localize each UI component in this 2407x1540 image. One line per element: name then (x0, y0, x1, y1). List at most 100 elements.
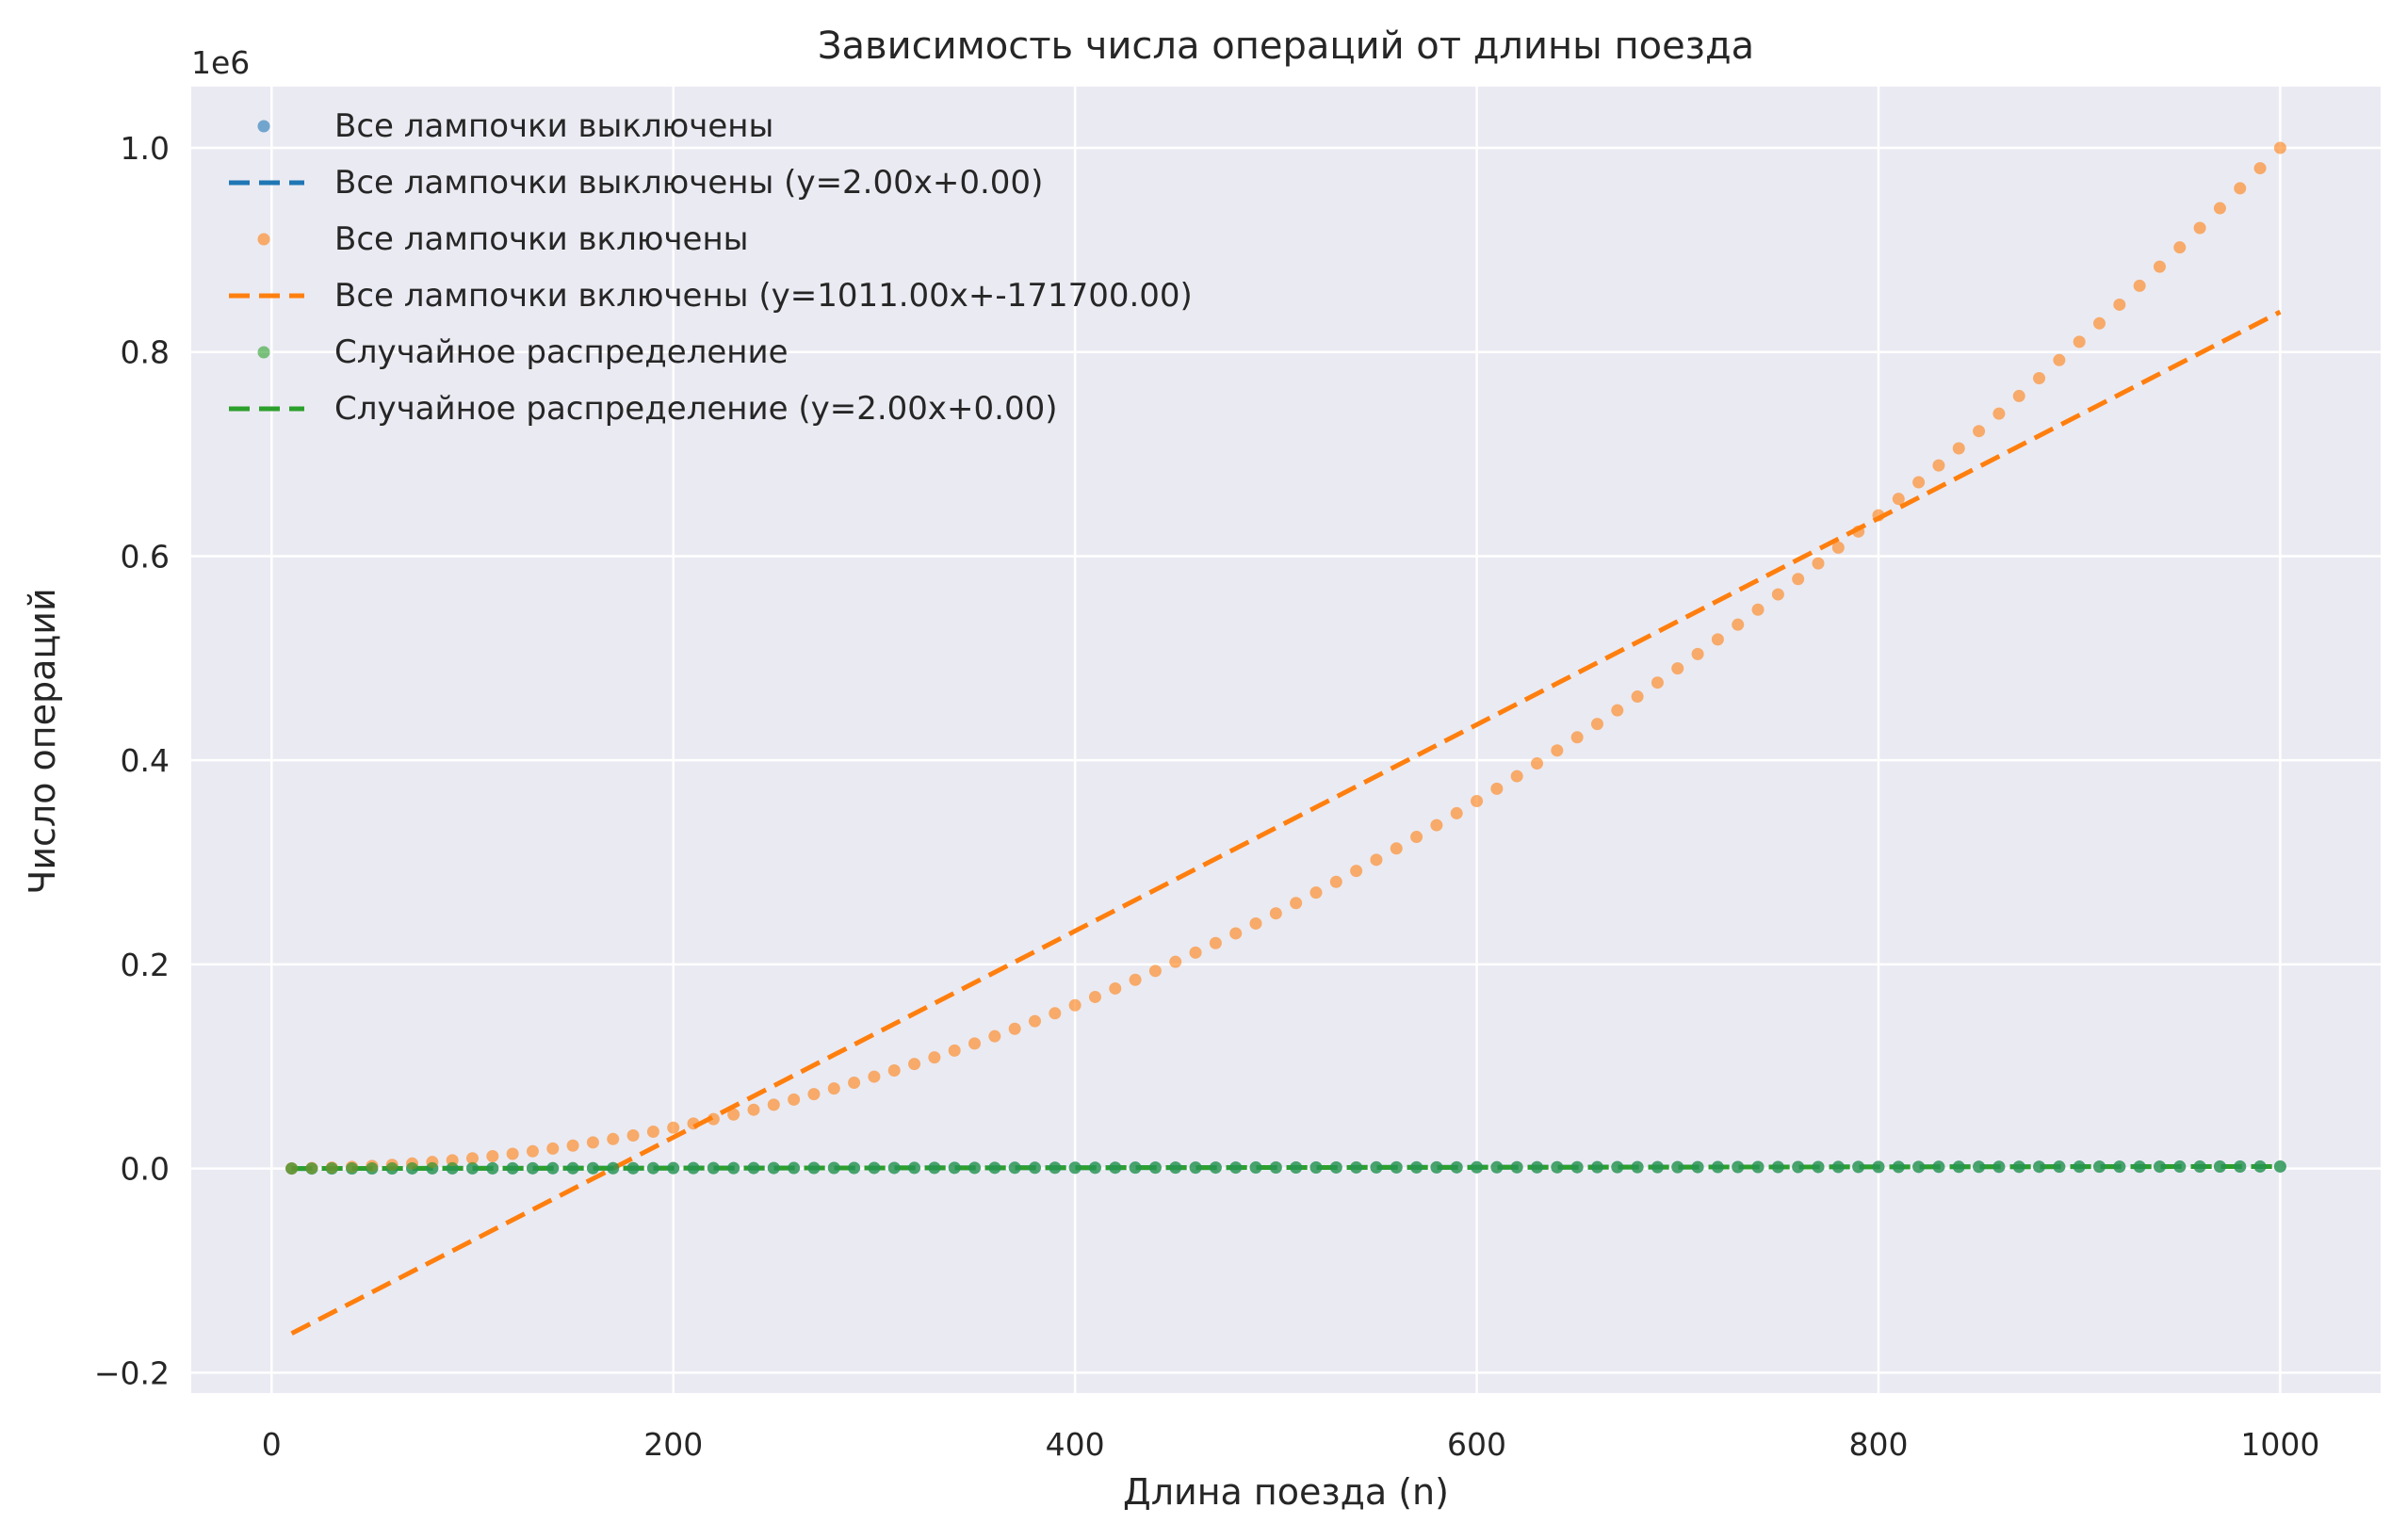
point-random (747, 1161, 760, 1175)
point-random (1269, 1161, 1282, 1175)
point-all-on (1229, 927, 1243, 940)
point-all-on (1611, 704, 1624, 717)
point-all-on (928, 1051, 941, 1064)
legend-label: Все лампочки выключены (334, 107, 773, 145)
point-all-on (1370, 853, 1383, 867)
point-all-on (2153, 260, 2166, 273)
point-random (346, 1162, 359, 1175)
point-random (1430, 1160, 1443, 1174)
point-random (827, 1161, 840, 1175)
point-random (1370, 1160, 1383, 1174)
point-random (426, 1161, 439, 1175)
point-random (667, 1161, 680, 1175)
point-all-on (1831, 541, 1845, 554)
point-all-on (767, 1098, 780, 1111)
point-random (2234, 1159, 2247, 1173)
point-random (1992, 1160, 2006, 1174)
legend-label: Случайное распределение (y=2.00x+0.00) (334, 390, 1058, 428)
y-tick-label: 1.0 (121, 130, 170, 167)
point-all-on (687, 1117, 700, 1130)
point-all-on (465, 1152, 479, 1165)
point-random (1732, 1160, 1745, 1174)
point-random (727, 1161, 740, 1175)
point-all-on (526, 1144, 539, 1158)
point-all-on (1932, 459, 1945, 472)
point-random (2153, 1160, 2166, 1174)
point-all-on (2273, 141, 2286, 154)
plot-area (191, 87, 2381, 1393)
point-all-on (1732, 618, 1745, 631)
point-all-on (1309, 886, 1323, 900)
point-all-on (1973, 425, 1986, 438)
point-random (2033, 1160, 2046, 1174)
point-all-on (2113, 298, 2126, 311)
point-random (948, 1161, 961, 1175)
point-random (1249, 1161, 1262, 1175)
point-random (2073, 1160, 2086, 1174)
y-tick-label: −0.2 (94, 1354, 170, 1391)
point-random (646, 1161, 659, 1175)
point-all-on (626, 1129, 640, 1143)
point-all-on (566, 1139, 579, 1152)
point-random (1973, 1160, 1986, 1174)
point-all-on (546, 1142, 560, 1155)
point-random (607, 1161, 620, 1175)
point-all-on (1590, 718, 1603, 731)
y-tick-label: 0.2 (121, 947, 170, 983)
point-random (1631, 1160, 1644, 1174)
point-all-on (1912, 476, 1926, 489)
point-random (566, 1161, 579, 1175)
point-all-on (968, 1037, 982, 1050)
y-tick-label: 0.6 (121, 538, 170, 575)
point-random (988, 1161, 1001, 1175)
point-all-on (1148, 965, 1162, 978)
point-random (1531, 1160, 1544, 1174)
point-all-on (1008, 1022, 1021, 1035)
x-axis-label: Длина поезда (n) (1123, 1471, 1449, 1513)
point-random (1410, 1160, 1423, 1174)
point-all-on (1450, 806, 1463, 819)
point-all-on (988, 1029, 1001, 1043)
x-tick-labels: 0 200 400 600 800 1000 (262, 1426, 2320, 1463)
point-random (285, 1162, 299, 1175)
point-random (1068, 1161, 1082, 1175)
point-random (2113, 1160, 2126, 1174)
point-random (626, 1161, 640, 1175)
point-all-on (506, 1147, 519, 1160)
legend-marker (257, 346, 270, 359)
point-random (486, 1161, 499, 1175)
point-all-on (948, 1044, 961, 1057)
legend-marker (257, 120, 270, 133)
y-offset-label: 1e6 (191, 44, 250, 81)
point-random (788, 1161, 801, 1175)
point-all-on (2012, 389, 2025, 402)
point-random (1229, 1161, 1243, 1175)
point-all-on (1510, 770, 1523, 783)
point-random (1390, 1160, 1403, 1174)
point-all-on (1028, 1014, 1041, 1028)
point-all-on (1812, 557, 1825, 570)
point-random (1651, 1160, 1664, 1174)
point-random (366, 1162, 379, 1175)
point-all-on (1651, 676, 1664, 689)
legend-marker (257, 233, 270, 246)
point-random (1209, 1161, 1222, 1175)
point-random (2012, 1160, 2025, 1174)
point-random (848, 1161, 861, 1175)
point-random (1551, 1160, 1564, 1174)
point-random (1892, 1160, 1905, 1174)
point-all-on (747, 1103, 760, 1116)
point-random (2273, 1159, 2286, 1173)
point-random (687, 1161, 700, 1175)
point-random (446, 1161, 459, 1175)
scatter-points (285, 141, 2286, 1175)
legend-label: Все лампочки включены (y=1011.00x+-17170… (334, 277, 1193, 315)
point-all-on (2133, 279, 2146, 292)
y-tick-label: 0.4 (121, 742, 170, 779)
point-random (1490, 1160, 1504, 1174)
point-all-on (1551, 744, 1564, 757)
point-random (887, 1161, 901, 1175)
x-tick-label: 1000 (2240, 1426, 2319, 1463)
point-all-on (1390, 842, 1403, 855)
point-all-on (1992, 407, 2006, 420)
